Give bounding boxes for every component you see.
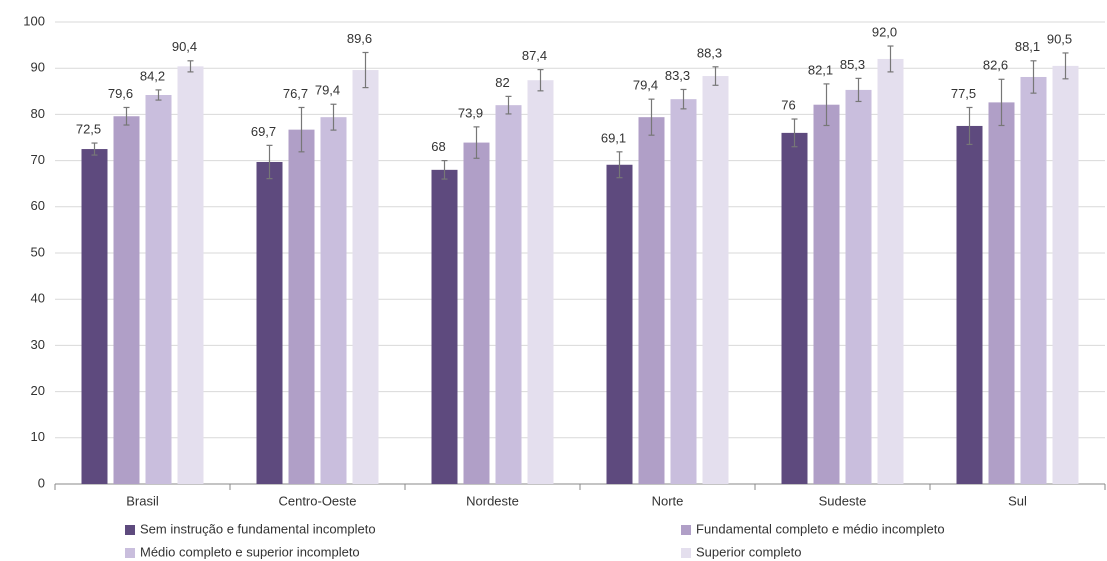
bar bbox=[956, 125, 983, 484]
y-tick-label: 10 bbox=[31, 429, 45, 444]
x-tick-label: Brasil bbox=[126, 493, 159, 508]
bar bbox=[1052, 65, 1079, 484]
value-label: 87,4 bbox=[522, 48, 547, 63]
value-label: 77,5 bbox=[951, 86, 976, 101]
bar bbox=[781, 132, 808, 484]
bar bbox=[81, 149, 108, 485]
bar bbox=[463, 142, 490, 484]
value-label: 92,0 bbox=[872, 24, 897, 39]
bar bbox=[113, 116, 140, 485]
legend-label: Superior completo bbox=[696, 544, 802, 559]
bar bbox=[177, 66, 204, 485]
legend-label: Fundamental completo e médio incompleto bbox=[696, 521, 945, 536]
legend-swatch bbox=[125, 548, 135, 558]
bar bbox=[845, 89, 872, 484]
legend-label: Médio completo e superior incompleto bbox=[140, 544, 360, 559]
y-tick-label: 20 bbox=[31, 383, 45, 398]
value-label: 72,5 bbox=[76, 121, 101, 136]
value-label: 83,3 bbox=[665, 68, 690, 83]
value-label: 85,3 bbox=[840, 57, 865, 72]
bar bbox=[145, 94, 172, 484]
y-tick-label: 90 bbox=[31, 60, 45, 75]
legend-swatch bbox=[681, 548, 691, 558]
value-label: 90,4 bbox=[172, 39, 197, 54]
bar bbox=[702, 76, 729, 484]
y-tick-label: 30 bbox=[31, 337, 45, 352]
y-tick-label: 40 bbox=[31, 291, 45, 306]
y-tick-label: 0 bbox=[38, 475, 45, 490]
bar bbox=[988, 102, 1015, 484]
value-label: 73,9 bbox=[458, 105, 483, 120]
value-label: 82 bbox=[495, 75, 509, 90]
bar bbox=[606, 164, 633, 484]
value-label: 89,6 bbox=[347, 31, 372, 46]
legend-swatch bbox=[125, 525, 135, 535]
x-tick-label: Sul bbox=[1008, 493, 1027, 508]
value-label: 84,2 bbox=[140, 68, 165, 83]
value-label: 76 bbox=[781, 97, 795, 112]
bar bbox=[527, 80, 554, 484]
bar bbox=[638, 117, 665, 484]
value-label: 90,5 bbox=[1047, 31, 1072, 46]
value-label: 69,7 bbox=[251, 124, 276, 139]
bar bbox=[1020, 76, 1047, 484]
value-label: 82,1 bbox=[808, 62, 833, 77]
bar bbox=[320, 117, 347, 484]
bar bbox=[288, 129, 315, 484]
y-tick-label: 70 bbox=[31, 152, 45, 167]
value-label: 88,1 bbox=[1015, 39, 1040, 54]
x-tick-label: Norte bbox=[652, 493, 684, 508]
y-tick-label: 50 bbox=[31, 244, 45, 259]
value-label: 82,6 bbox=[983, 58, 1008, 73]
value-label: 88,3 bbox=[697, 45, 722, 60]
bar bbox=[813, 104, 840, 484]
bar bbox=[431, 169, 458, 484]
bar bbox=[352, 70, 379, 484]
bar bbox=[256, 161, 283, 484]
value-label: 79,4 bbox=[315, 83, 340, 98]
value-label: 79,6 bbox=[108, 86, 133, 101]
bar bbox=[495, 105, 522, 484]
value-label: 69,1 bbox=[601, 130, 626, 145]
y-tick-label: 60 bbox=[31, 198, 45, 213]
bar bbox=[670, 99, 697, 485]
value-label: 79,4 bbox=[633, 78, 658, 93]
x-tick-label: Sudeste bbox=[819, 493, 867, 508]
value-label: 68 bbox=[431, 139, 445, 154]
y-tick-label: 100 bbox=[23, 13, 45, 28]
legend-label: Sem instrução e fundamental incompleto bbox=[140, 521, 376, 536]
legend-swatch bbox=[681, 525, 691, 535]
bar bbox=[877, 58, 904, 485]
x-tick-label: Nordeste bbox=[466, 493, 519, 508]
x-tick-label: Centro-Oeste bbox=[278, 493, 356, 508]
y-tick-label: 80 bbox=[31, 106, 45, 121]
value-label: 76,7 bbox=[283, 86, 308, 101]
